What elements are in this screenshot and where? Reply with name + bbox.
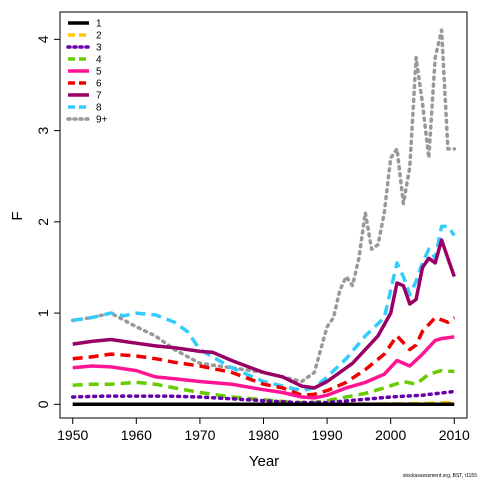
y-tick-label: 0 [35, 400, 51, 408]
x-tick-label: 1950 [57, 427, 88, 443]
x-tick-label: 1970 [184, 427, 215, 443]
y-axis: 0 1 2 3 4 [35, 35, 60, 408]
series-line-7 [72, 238, 456, 390]
x-tick-label: 2000 [375, 427, 406, 443]
legend-label: 3 [96, 43, 102, 54]
series-line-9plus [70, 28, 457, 384]
series-layer [70, 28, 457, 407]
legend-label: 1 [96, 19, 102, 30]
legend-item-2: 2 [68, 31, 102, 42]
series-line-5 [72, 335, 455, 400]
legend-label: 7 [96, 91, 102, 102]
legend-label: 6 [96, 79, 102, 90]
y-axis-title: F [9, 211, 26, 220]
legend-label: 9+ [96, 115, 108, 126]
series-line-6 [72, 315, 456, 397]
legend-label: 4 [96, 55, 102, 66]
legend-item-3: 3 [66, 43, 102, 54]
legend-item-8: 8 [68, 103, 102, 114]
x-axis: 1950 1960 1970 1980 1990 2000 2010 [57, 418, 470, 443]
legend-item-7: 7 [68, 91, 102, 102]
series-line-8 [72, 224, 456, 393]
legend-label: 8 [96, 103, 102, 114]
y-tick-label: 3 [35, 127, 51, 135]
legend-label: 5 [96, 67, 102, 78]
x-tick-label: 1960 [121, 427, 152, 443]
plot-frame [59, 11, 468, 419]
x-tick-label: 2010 [439, 427, 470, 443]
legend-item-1: 1 [68, 19, 102, 30]
legend-item-5: 5 [68, 67, 102, 78]
legend-label: 2 [96, 31, 102, 42]
legend-item-6: 6 [68, 79, 102, 90]
series-line-3 [70, 389, 457, 405]
x-axis-title: Year [249, 453, 279, 470]
y-tick-label: 4 [35, 35, 51, 43]
y-tick-label: 1 [35, 309, 51, 317]
x-tick-label: 1990 [312, 427, 343, 443]
y-tick-label: 2 [35, 218, 51, 226]
credit-text: stockassessment.org, BST, r1155 [403, 473, 477, 479]
legend-item-9plus: 9+ [66, 115, 108, 126]
legend-item-4: 4 [68, 55, 102, 66]
x-tick-label: 1980 [248, 427, 279, 443]
